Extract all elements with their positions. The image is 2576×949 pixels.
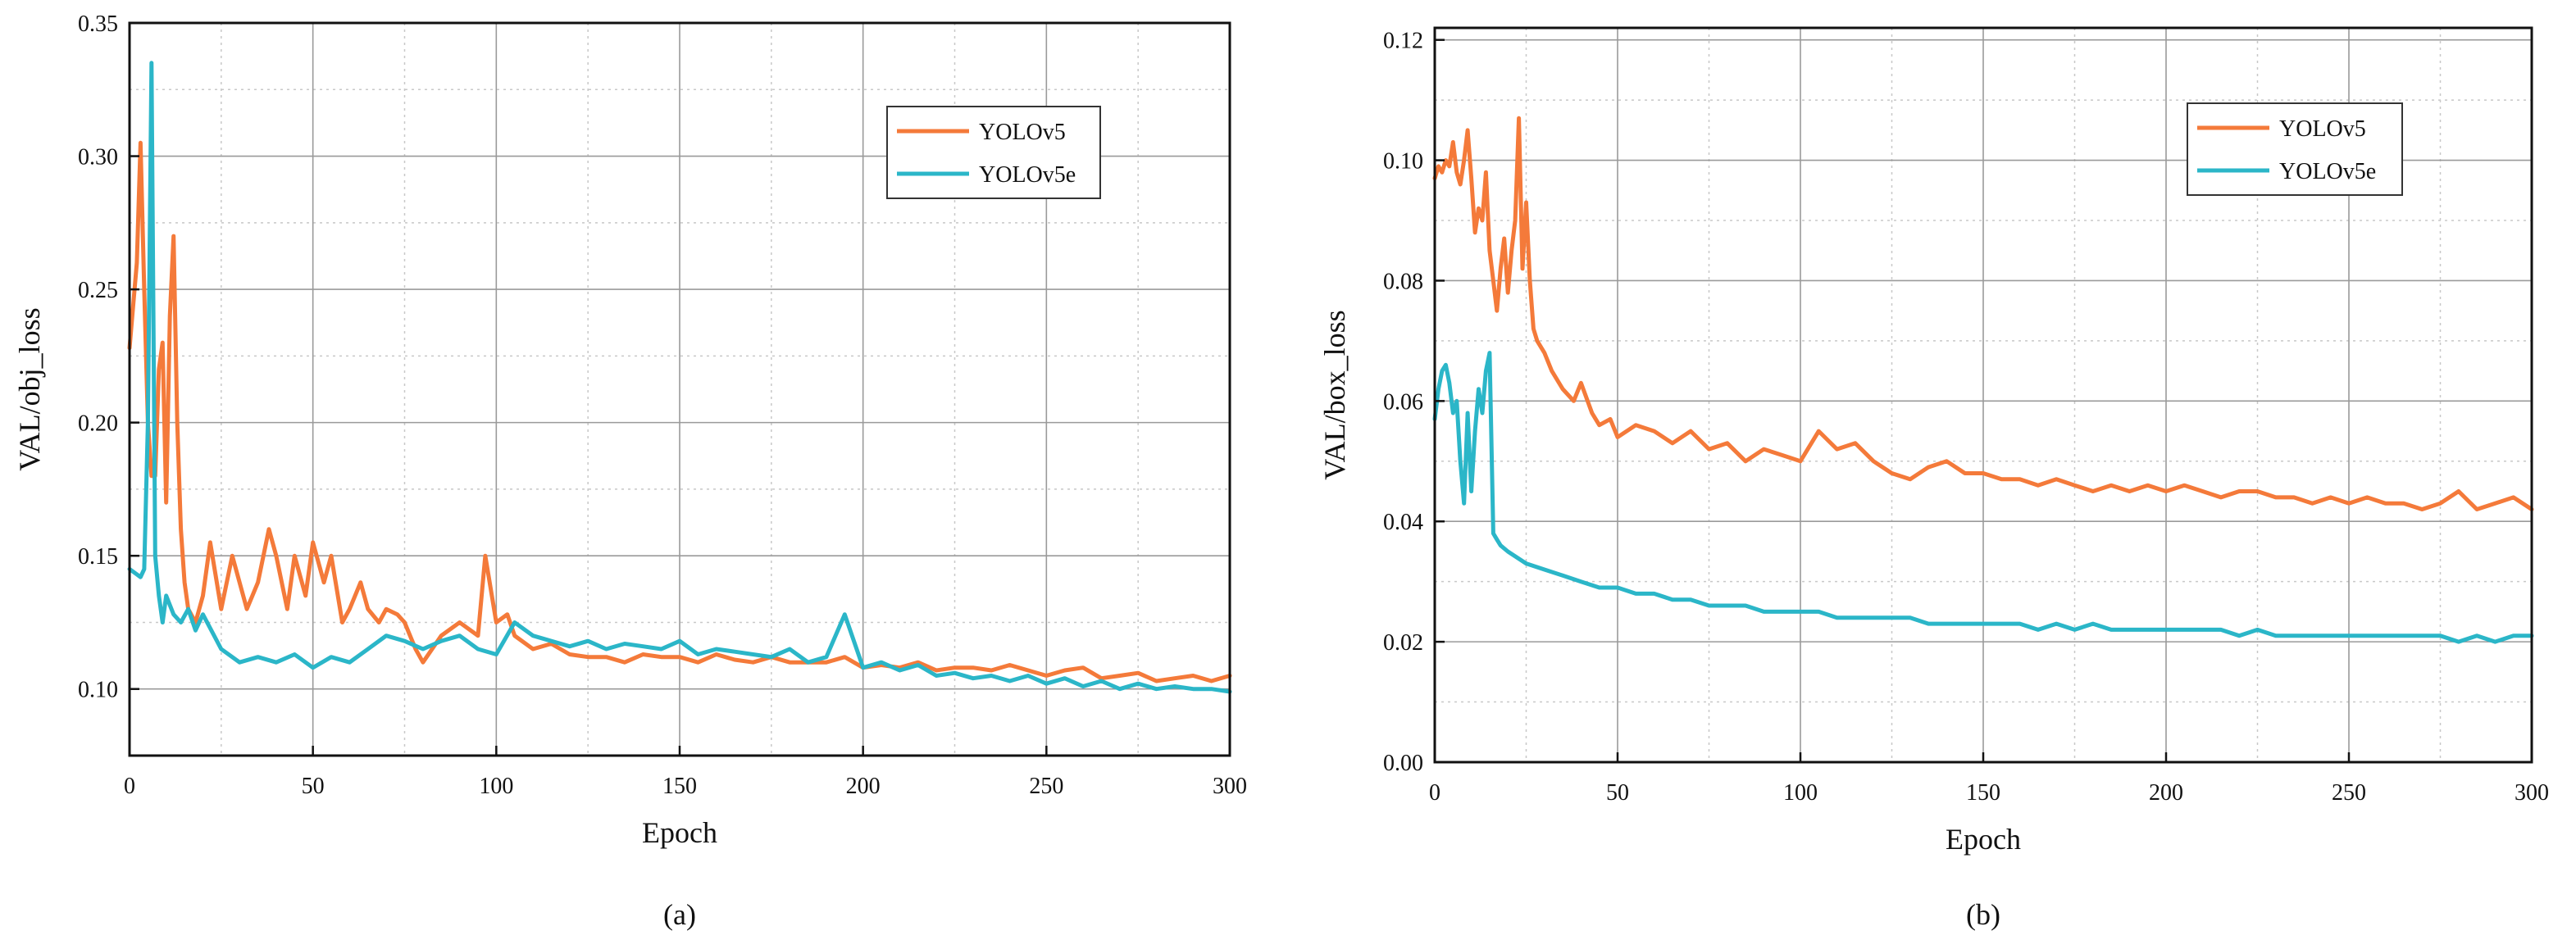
x-tick-label: 300 [2515, 780, 2549, 806]
y-tick-label: 0.12 [1383, 29, 1423, 54]
grid [1435, 28, 2532, 762]
y-tick-label: 0.10 [1383, 149, 1423, 175]
series-line-yolov5 [127, 140, 1232, 683]
series-line-yolov5e [127, 61, 1232, 694]
y-tick-label: 0.10 [78, 678, 118, 703]
legend-label-yolov5: YOLOv5 [979, 120, 1066, 145]
y-axis-label: VAL/box_loss [1318, 310, 1351, 479]
x-tick-label: 50 [1606, 780, 1629, 806]
x-tick-label: 250 [1029, 774, 1063, 799]
x-tick-label: 50 [302, 774, 325, 799]
y-tick-label: 0.25 [78, 278, 118, 303]
x-tick-label: 200 [846, 774, 881, 799]
x-tick-label: 150 [662, 774, 697, 799]
panel-caption: (a) [663, 898, 696, 931]
y-axis-label: VAL/obj_loss [13, 307, 46, 470]
x-tick-label: 150 [1966, 780, 2000, 806]
y-tick-label: 0.00 [1383, 751, 1423, 776]
legend: YOLOv5 YOLOv5e [886, 106, 1101, 199]
y-tick-label: 0.04 [1383, 510, 1423, 535]
x-axis-label: Epoch [642, 816, 717, 849]
legend-label-yolov5e: YOLOv5e [2279, 159, 2376, 184]
chart-panel-b: 0 50 100 150 200 250 300 0.00 0.02 0.04 0.06 0.08 0.… [1318, 26, 2549, 931]
y-tick-label: 0.35 [78, 11, 118, 37]
y-tick-label: 0.06 [1383, 389, 1423, 415]
x-tick-label: 200 [2149, 780, 2183, 806]
x-tick-label: 300 [1213, 774, 1247, 799]
legend-label-yolov5e: YOLOv5e [979, 162, 1076, 188]
panel-caption: (b) [1966, 898, 2000, 931]
y-tick-label: 0.20 [78, 411, 118, 437]
y-tick-label: 0.30 [78, 145, 118, 170]
legend-label-yolov5: YOLOv5 [2279, 116, 2366, 142]
x-tick-label: 0 [124, 774, 135, 799]
series-line-yolov5 [1432, 116, 2534, 511]
y-tick-label: 0.02 [1383, 630, 1423, 656]
x-tick-label: 100 [479, 774, 513, 799]
x-tick-label: 0 [1429, 780, 1440, 806]
series-line-yolov5e [1432, 351, 2534, 644]
y-tick-label: 0.08 [1383, 269, 1423, 294]
y-tick-label: 0.15 [78, 544, 118, 570]
legend-box [886, 106, 1101, 199]
x-tick-label: 250 [2332, 780, 2366, 806]
legend-box [2187, 102, 2403, 196]
legend: YOLOv5 YOLOv5e [2187, 102, 2403, 196]
x-tick-label: 100 [1783, 780, 1818, 806]
chart-panel-a: 0 50 100 150 200 250 300 0.10 0.15 0.20 0.25 0.30 0.… [13, 11, 1247, 931]
x-axis-label: Epoch [1946, 823, 2021, 856]
